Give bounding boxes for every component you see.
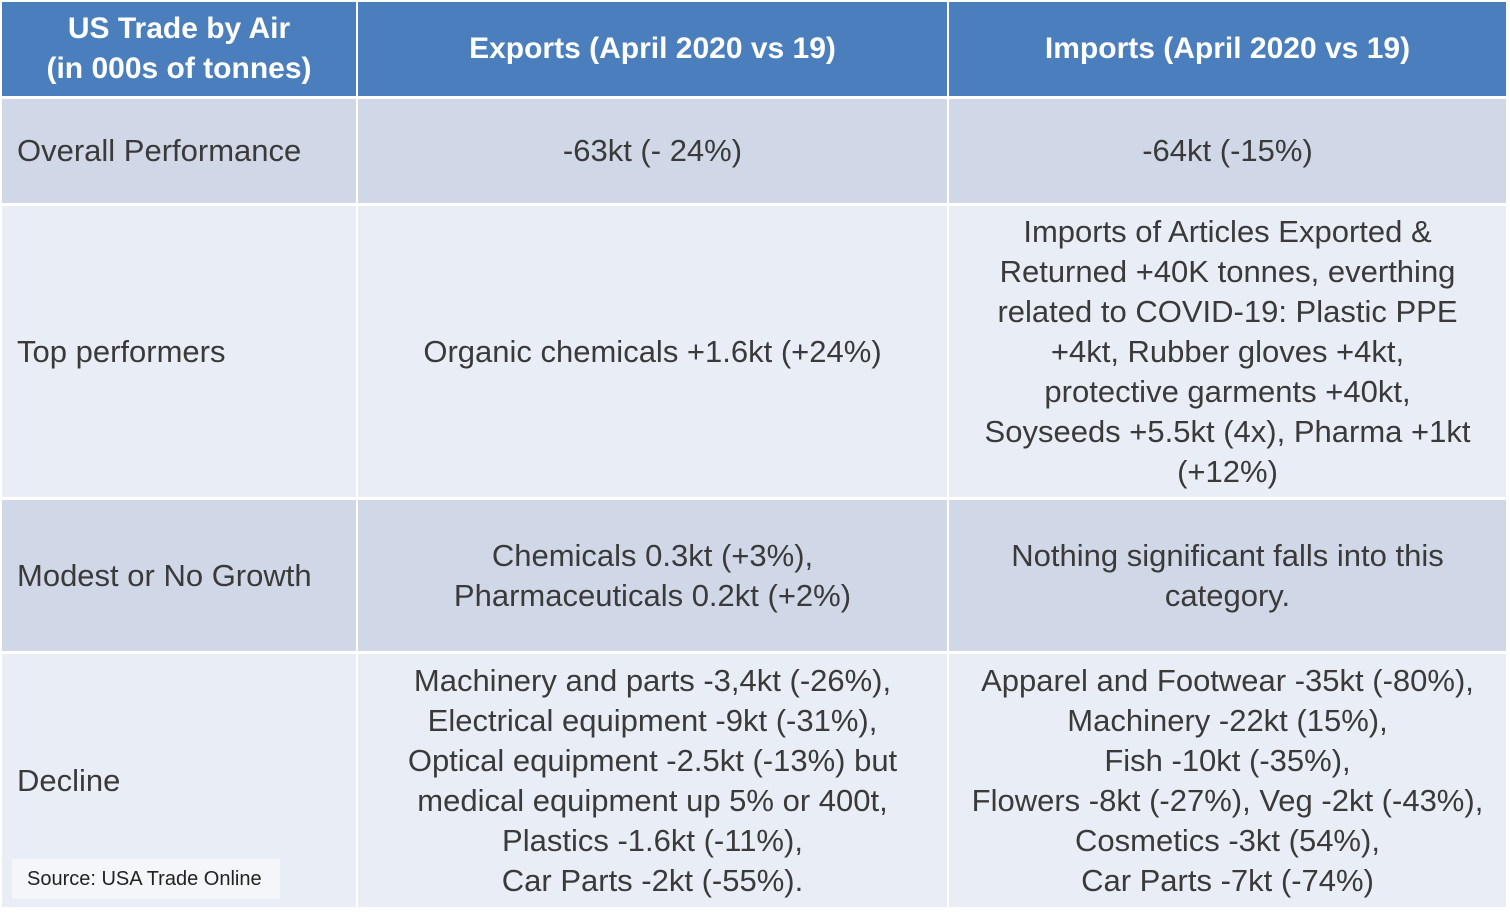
exports-line: Organic chemicals +1.6kt (+24%): [423, 333, 882, 369]
exports-line: Machinery and parts -3,4kt (-26%),: [413, 662, 892, 698]
imports-line: Imports of Articles Exported &: [1023, 213, 1432, 249]
row-label-text: Modest or No Growth: [17, 557, 312, 593]
exports-line: Optical equipment -2.5kt (-13%) but: [407, 742, 898, 778]
imports-line: Nothing significant falls into this: [1011, 537, 1444, 573]
imports-line: Soyseeds +5.5kt (4x), Pharma +1kt: [984, 413, 1471, 449]
exports-cell-top-performers: Organic chemicals +1.6kt (+24%): [358, 206, 947, 497]
header-title-line1: US Trade by Air: [67, 12, 291, 45]
trade-table: US Trade by Air (in 000s of tonnes) Expo…: [2, 2, 1506, 907]
imports-line: category.: [1164, 577, 1291, 613]
row-label-top-performers: Top performers: [2, 206, 356, 497]
imports-cell-modest-growth: Nothing significant falls into this cate…: [949, 500, 1506, 651]
header-exports-cell: Exports (April 2020 vs 19): [358, 2, 947, 96]
imports-line: Apparel and Footwear -35kt (-80%),: [981, 662, 1474, 698]
exports-line: Electrical equipment -9kt (-31%),: [427, 702, 878, 738]
row-label-overall: Overall Performance: [2, 99, 356, 203]
imports-line: Cosmetics -3kt (54%),: [1075, 822, 1380, 858]
imports-line: (+12%): [1177, 453, 1278, 489]
exports-line: Chemicals 0.3kt (+3%),: [491, 537, 814, 573]
imports-cell-overall: -64kt (-15%): [949, 99, 1506, 203]
source-text: Source: USA Trade Online: [27, 868, 262, 890]
imports-line: Flowers -8kt (-27%), Veg -2kt (-43%),: [971, 782, 1484, 818]
header-imports-label: Imports (April 2020 vs 19): [1044, 32, 1411, 65]
imports-cell-decline: Apparel and Footwear -35kt (-80%), Machi…: [949, 654, 1506, 907]
imports-line: protective garments +40kt,: [1044, 373, 1411, 409]
imports-line: Fish -10kt (-35%),: [1104, 742, 1351, 778]
imports-line: Car Parts -7kt (-74%): [1081, 862, 1374, 898]
row-label-text: Overall Performance: [17, 133, 302, 168]
exports-line: Plastics -1.6kt (-11%),: [502, 822, 803, 858]
imports-line: related to COVID-19: Plastic PPE: [997, 293, 1458, 329]
header-imports-cell: Imports (April 2020 vs 19): [949, 2, 1506, 96]
header-category-cell: US Trade by Air (in 000s of tonnes): [2, 2, 356, 96]
row-label-modest-growth: Modest or No Growth: [2, 500, 356, 651]
imports-line: +4kt, Rubber gloves +4kt,: [1050, 333, 1405, 369]
row-label-text: Decline: [17, 762, 121, 798]
exports-line: Car Parts -2kt (-55%).: [501, 862, 804, 898]
exports-cell-modest-growth: Chemicals 0.3kt (+3%), Pharmaceuticals 0…: [358, 500, 947, 651]
source-note: Source: USA Trade Online: [12, 859, 280, 899]
imports-line: -64kt (-15%): [1142, 133, 1313, 168]
exports-cell-decline: Machinery and parts -3,4kt (-26%), Elect…: [358, 654, 947, 907]
exports-cell-overall: -63kt (- 24%): [358, 99, 947, 203]
header-exports-label: Exports (April 2020 vs 19): [469, 32, 836, 65]
imports-cell-top-performers: Imports of Articles Exported & Returned …: [949, 206, 1506, 497]
exports-line: medical equipment up 5% or 400t,: [417, 782, 888, 818]
imports-line: Machinery -22kt (15%),: [1067, 702, 1388, 738]
header-title-line2: (in 000s of tonnes): [46, 52, 312, 85]
exports-line: Pharmaceuticals 0.2kt (+2%): [453, 577, 852, 613]
imports-line: Returned +40K tonnes, everthing: [999, 253, 1456, 289]
row-label-text: Top performers: [17, 333, 226, 369]
exports-line: -63kt (- 24%): [562, 133, 743, 168]
